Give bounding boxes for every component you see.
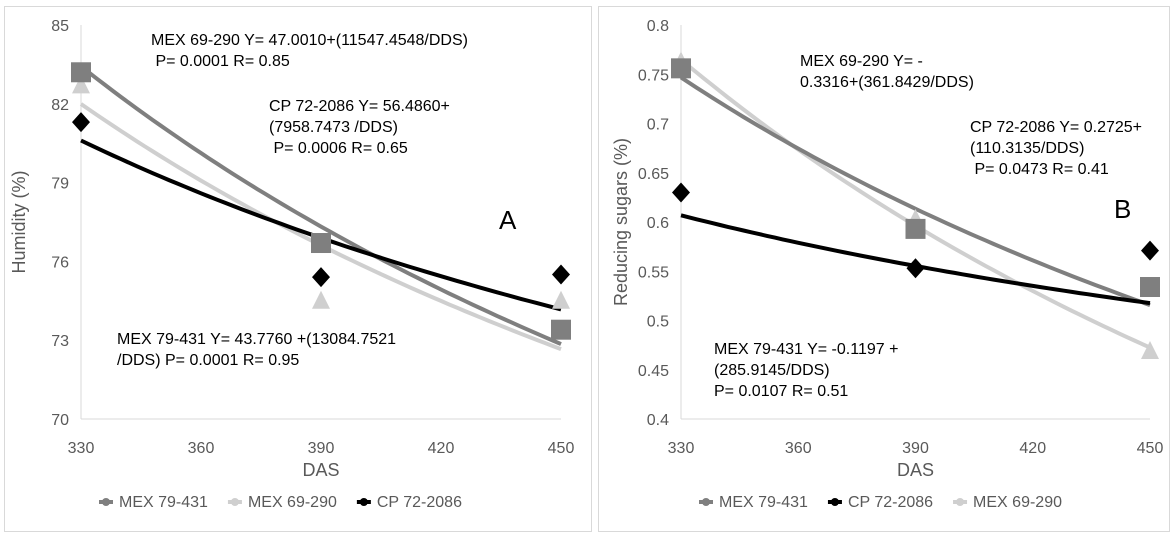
- equation-line: (110.3135/DDS): [970, 140, 1084, 157]
- y-tick-label: 0.55: [638, 264, 669, 281]
- x-tick-label: 390: [308, 440, 335, 457]
- data-point-mex-79-431: [905, 218, 926, 239]
- x-tick-label: 360: [188, 440, 215, 457]
- equation-annotation: MEX 69-290 Y= - 0.3316+(361.8429/DDS): [800, 53, 974, 91]
- data-point-mex-69-290: [1141, 341, 1159, 360]
- panel-letter: B: [1114, 194, 1131, 224]
- reducing-sugars-chart: 0.4 0.45 0.5 0.55 0.6 0.65 0.7 0.75 0.8 330 360 390…: [611, 18, 1164, 511]
- equation-annotation: CP 72-2086 Y= 56.4860+ (7958.7473 /DDS) P…: [269, 98, 450, 157]
- trend-line-mex-69-290: [679, 58, 1151, 350]
- data-point-mex-69-290: [552, 290, 570, 309]
- equation-line: MEX 69-290 Y= 47.0010+(11547.4548/DDS): [151, 32, 468, 49]
- equation-line: MEX 79-431 Y= -0.1197 +: [714, 341, 898, 358]
- data-point-mex-79-431: [71, 62, 91, 83]
- equation-line: (7958.7473 /DDS): [269, 119, 398, 136]
- data-point-mex-69-290: [312, 290, 330, 309]
- y-tick-label: 0.5: [647, 314, 669, 331]
- x-tick-label: 420: [1019, 440, 1046, 457]
- equation-line: P= 0.0473 R= 0.41: [970, 161, 1109, 178]
- legend-label: CP 72-2086: [377, 494, 462, 511]
- data-point-cp-72-2086: [72, 112, 90, 133]
- legend-dot: [102, 498, 110, 506]
- y-tick-label: 0.45: [638, 363, 669, 380]
- data-point-mex-79-431: [671, 58, 691, 79]
- x-tick-label: 450: [1137, 440, 1164, 457]
- x-axis-title: DAS: [897, 460, 934, 480]
- legend-label: MEX 69-290: [248, 494, 337, 511]
- data-point-cp-72-2086: [552, 264, 570, 285]
- data-point-cp-72-2086: [906, 258, 925, 279]
- y-tick-label: 0.7: [647, 117, 669, 134]
- y-tick-label: 82: [51, 97, 69, 114]
- y-tick-label: 0.65: [638, 166, 669, 183]
- chart-panel-b: 0.4 0.45 0.5 0.55 0.6 0.65 0.7 0.75 0.8 330 360 390…: [598, 6, 1170, 532]
- equation-line: MEX 69-290 Y= -: [800, 53, 923, 70]
- y-tick-label: 79: [51, 176, 69, 193]
- x-tick-label: 390: [902, 440, 929, 457]
- legend-label: MEX 79-431: [119, 494, 208, 511]
- equation-line: P= 0.0107 R= 0.51: [714, 383, 848, 400]
- equation-annotation: CP 72-2086 Y= 0.2725+ (110.3135/DDS) P= 0…: [970, 119, 1142, 178]
- equation-line: 0.3316+(361.8429/DDS): [800, 74, 974, 91]
- x-axis-title: DAS: [302, 460, 339, 480]
- equation-annotation: MEX 79-431 Y= 43.7760 +(13084.7521/DDS) …: [117, 331, 396, 369]
- trend-line-mex-79-431: [679, 75, 1151, 307]
- data-point-cp-72-2086: [1141, 240, 1159, 261]
- legend-label: CP 72-2086: [848, 494, 933, 511]
- humidity-chart: 70 73 76 79 82 85 330 360 390 420 450 DAS Humidity (…: [9, 18, 575, 511]
- y-tick-label: 0.6: [647, 215, 669, 232]
- chart-panel-a: 70 73 76 79 82 85 330 360 390 420 450 DAS Humidity (…: [4, 6, 592, 532]
- equation-line: /DDS) P= 0.0001 R= 0.95: [117, 352, 299, 369]
- data-point-mex-79-431: [551, 319, 571, 340]
- legend-dot: [230, 498, 239, 506]
- y-tick-label: 0.75: [638, 67, 669, 84]
- equation-line: MEX 79-431 Y= 43.7760 +(13084.7521: [117, 331, 396, 348]
- data-point-mex-79-431: [311, 233, 331, 254]
- x-tick-label: 330: [68, 440, 95, 457]
- legend-label: MEX 79-431: [719, 494, 808, 511]
- y-tick-label: 85: [51, 18, 69, 35]
- x-tick-label: 330: [668, 440, 695, 457]
- y-tick-label: 0.4: [647, 412, 669, 429]
- y-axis-title: Humidity (%): [9, 170, 29, 273]
- legend-dot: [956, 498, 965, 506]
- y-tick-label: 70: [51, 412, 69, 429]
- equation-line: P= 0.0001 R= 0.85: [151, 53, 290, 70]
- equation-line: CP 72-2086 Y= 0.2725+: [970, 119, 1142, 136]
- equation-annotation: MEX 79-431 Y= -0.1197 + (285.9145/DDS) P= …: [714, 341, 898, 400]
- data-point-cp-72-2086: [312, 267, 330, 288]
- data-point-mex-79-431: [1140, 277, 1160, 298]
- equation-line: P= 0.0006 R= 0.65: [269, 140, 408, 157]
- x-tick-label: 450: [548, 440, 575, 457]
- panel-letter: A: [499, 205, 517, 235]
- y-tick-label: 0.8: [647, 18, 669, 35]
- legend-dot: [830, 498, 839, 506]
- y-tick-label: 73: [51, 333, 69, 350]
- legend-label: MEX 69-290: [973, 494, 1062, 511]
- legend-dot: [359, 498, 368, 506]
- data-point-cp-72-2086: [672, 182, 690, 203]
- equation-annotation: MEX 69-290 Y= 47.0010+(11547.4548/DDS) P…: [151, 32, 468, 70]
- y-tick-label: 76: [51, 254, 69, 271]
- x-tick-label: 360: [785, 440, 812, 457]
- trend-line-mex-79-431: [79, 64, 562, 346]
- equation-line: CP 72-2086 Y= 56.4860+: [269, 98, 450, 115]
- equation-line: (285.9145/DDS): [714, 362, 830, 379]
- y-axis-title: Reducing sugars (%): [611, 138, 631, 306]
- legend-dot: [702, 498, 710, 506]
- data-point-mex-69-290: [72, 75, 90, 94]
- x-tick-label: 420: [428, 440, 455, 457]
